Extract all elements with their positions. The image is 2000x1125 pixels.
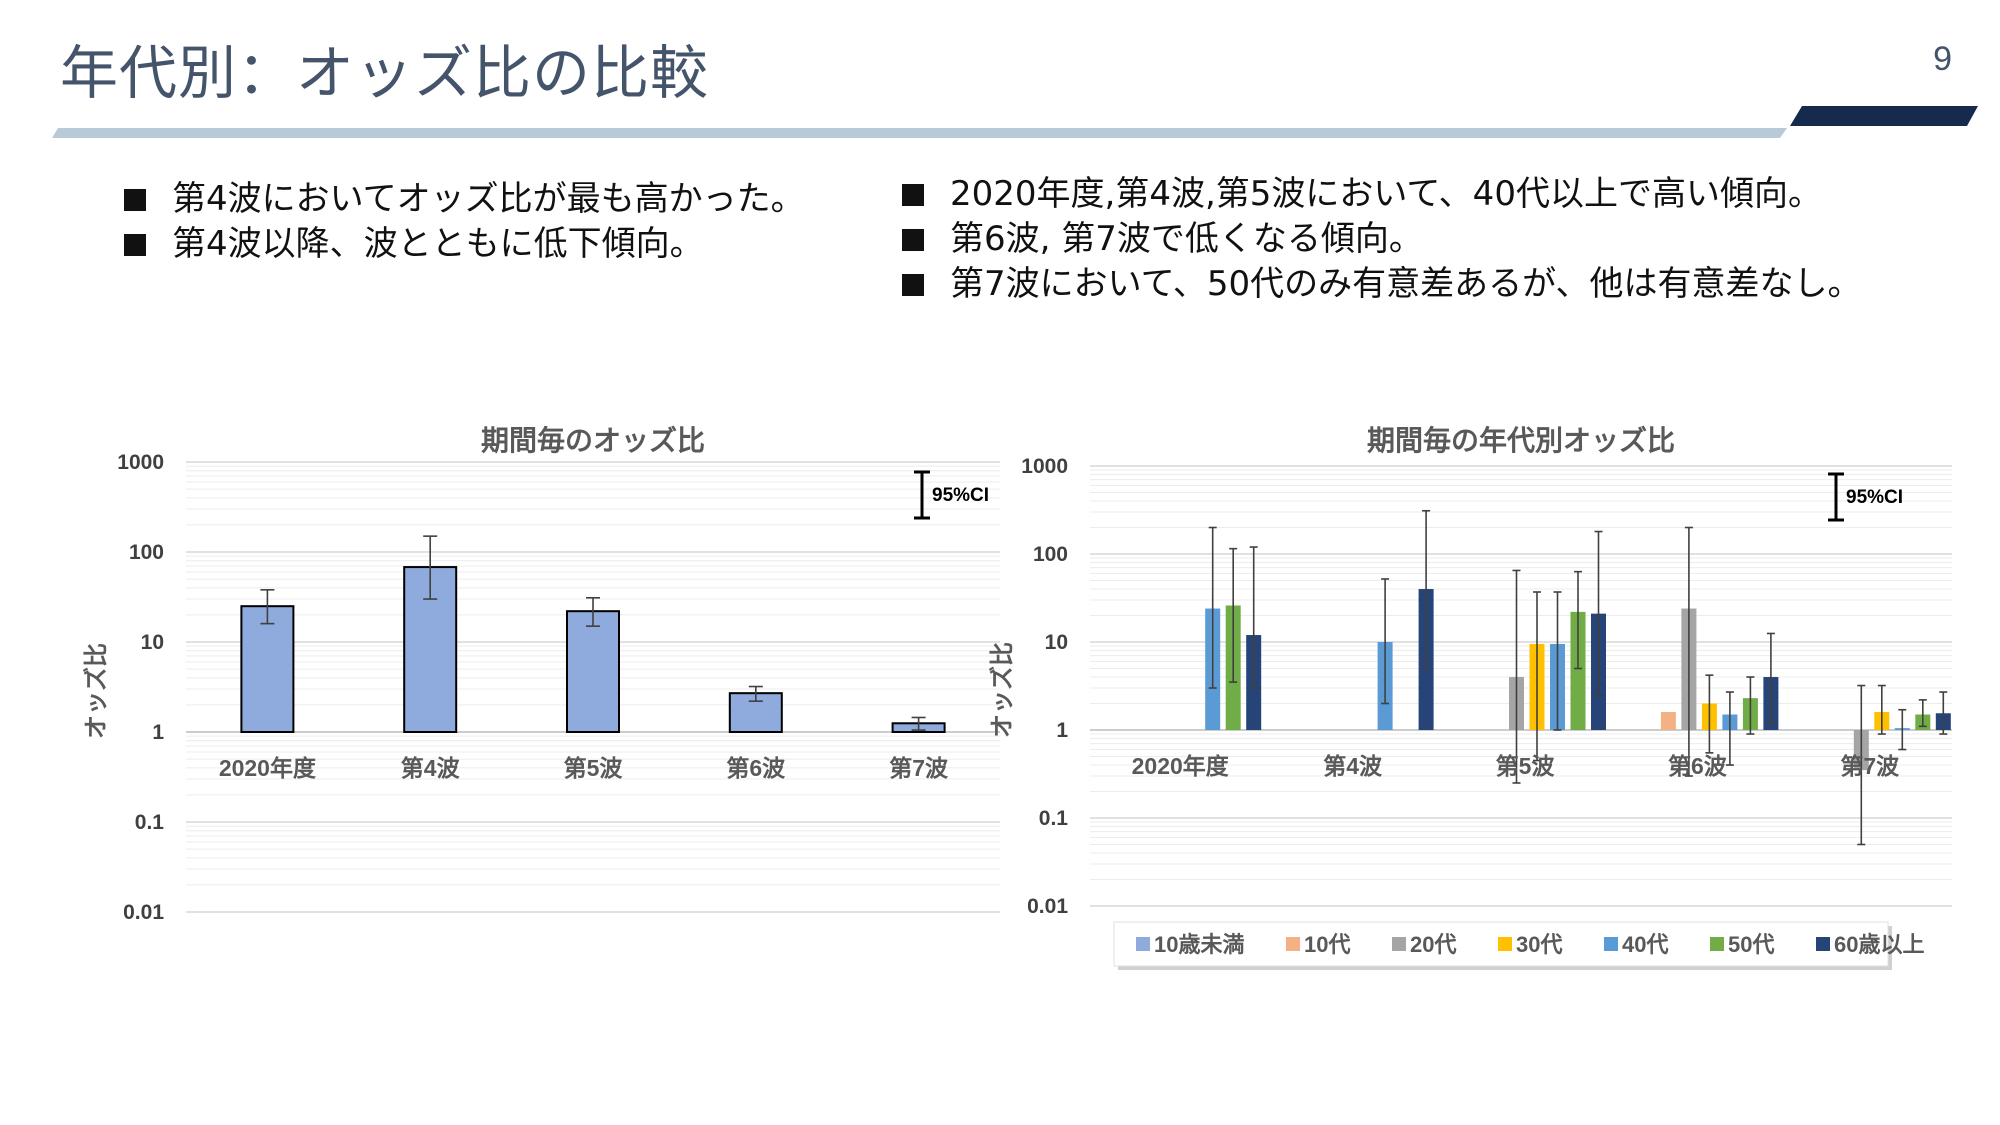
chart-period-odds-ratio: 期間毎のオッズ比 1000 100 10 1 0.1 0.01 オッズ比 2020年度 第4波 第5… (82, 424, 1000, 924)
bullet-text: 2020年度,第4波,第5波において、40代以上で高い傾向。 (950, 174, 1822, 214)
y-tick-label: 0.01 (1027, 895, 1068, 918)
title-underline-bar (52, 106, 1978, 138)
chart-title: 期間毎のオッズ比 (481, 424, 705, 456)
chart-title: 期間毎の年代別オッズ比 (1367, 424, 1675, 456)
x-category-label: 第6波 (1668, 753, 1728, 779)
x-category-label: 2020年度 (219, 755, 317, 781)
bullet-item: 第6波, 第7波で低くなる傾向。 (902, 217, 1862, 262)
legend-swatch-10代 (1286, 937, 1300, 951)
slide-title: 年代別：オッズ比の比較 (60, 39, 710, 107)
y-tick-label: 1000 (1021, 455, 1068, 478)
title-underline-dark (1790, 106, 1978, 126)
y-axis-label: オッズ比 (988, 642, 1016, 738)
y-tick-label: 0.1 (135, 811, 165, 834)
y-tick-label: 1 (1056, 719, 1068, 742)
y-tick-label: 0.1 (1039, 807, 1069, 830)
legend-label-30代: 30代 (1516, 932, 1562, 957)
y-tick-label: 1000 (117, 451, 164, 474)
bullet-item: 第7波において、50代のみ有意差あるが、他は有意差なし。 (902, 262, 1862, 307)
bar-10代 (1660, 712, 1676, 730)
bar-第5波 (566, 610, 620, 733)
bullet-item: 第4波においてオッズ比が最も高かった。 (124, 177, 805, 222)
y-tick-label: 100 (1033, 543, 1068, 566)
page-number: 9 (1933, 40, 1952, 78)
bullet-text: 第6波, 第7波で低くなる傾向。 (950, 219, 1423, 259)
bullet-list-left: 第4波においてオッズ比が最も高かった。 第4波以降、波とともに低下傾向。 (124, 177, 805, 267)
bullet-square-icon (124, 233, 146, 256)
chart-age-group-odds-ratio: 期間毎の年代別オッズ比 1000 100 10 1 0.1 0.01 オッズ比 2020年度 第4… (988, 424, 1952, 970)
legend-swatch-50代 (1710, 937, 1724, 951)
legend-swatch-20代 (1392, 937, 1406, 951)
bullet-square-icon (902, 273, 924, 296)
bullet-square-icon (902, 183, 924, 206)
bar-2020年度 (240, 605, 295, 733)
bullet-item: 2020年度,第4波,第5波において、40代以上で高い傾向。 (902, 172, 1862, 217)
x-category-label: 第7波 (889, 755, 949, 781)
ci-legend-label: 95%CI (932, 485, 989, 506)
y-tick-label: 1 (152, 721, 164, 744)
legend-swatch-10歳未満 (1136, 937, 1150, 951)
x-category-label: 第6波 (726, 755, 786, 781)
x-category-label: 第4波 (1323, 753, 1383, 779)
bullet-item: 第4波以降、波とともに低下傾向。 (124, 222, 805, 267)
legend-label-50代: 50代 (1728, 932, 1774, 957)
x-category-label: 第5波 (564, 755, 624, 781)
x-category-label: 第5波 (1496, 753, 1556, 779)
bullet-square-icon (902, 228, 924, 251)
ci-legend-label: 95%CI (1846, 487, 1903, 508)
legend-swatch-30代 (1498, 937, 1512, 951)
legend-label-20代: 20代 (1410, 932, 1456, 957)
y-axis-label: オッズ比 (82, 643, 110, 739)
bar-50代 (1570, 611, 1586, 730)
legend-label-40代: 40代 (1622, 932, 1668, 957)
y-tick-label: 100 (129, 541, 164, 564)
title-underline-light (52, 128, 1787, 138)
y-tick-label: 10 (1045, 631, 1068, 654)
y-tick-label: 10 (141, 631, 164, 654)
bullet-text: 第4波においてオッズ比が最も高かった。 (172, 179, 805, 219)
x-category-label: 2020年度 (1132, 753, 1230, 779)
x-category-label: 第7波 (1840, 753, 1900, 779)
legend-label-10歳未満: 10歳未満 (1154, 932, 1244, 957)
bullet-text: 第4波以降、波とともに低下傾向。 (172, 224, 704, 264)
legend-label-10代: 10代 (1304, 932, 1350, 957)
y-tick-label: 0.01 (123, 901, 164, 924)
x-category-label: 第4波 (401, 755, 461, 781)
legend-swatch-60歳以上 (1816, 937, 1830, 951)
legend-swatch-40代 (1604, 937, 1618, 951)
bullet-square-icon (124, 188, 146, 211)
bullet-text: 第7波において、50代のみ有意差あるが、他は有意差なし。 (950, 264, 1862, 304)
bullet-list-right: 2020年度,第4波,第5波において、40代以上で高い傾向。 第6波, 第7波で… (902, 172, 1862, 307)
legend-label-60歳以上: 60歳以上 (1834, 932, 1924, 957)
